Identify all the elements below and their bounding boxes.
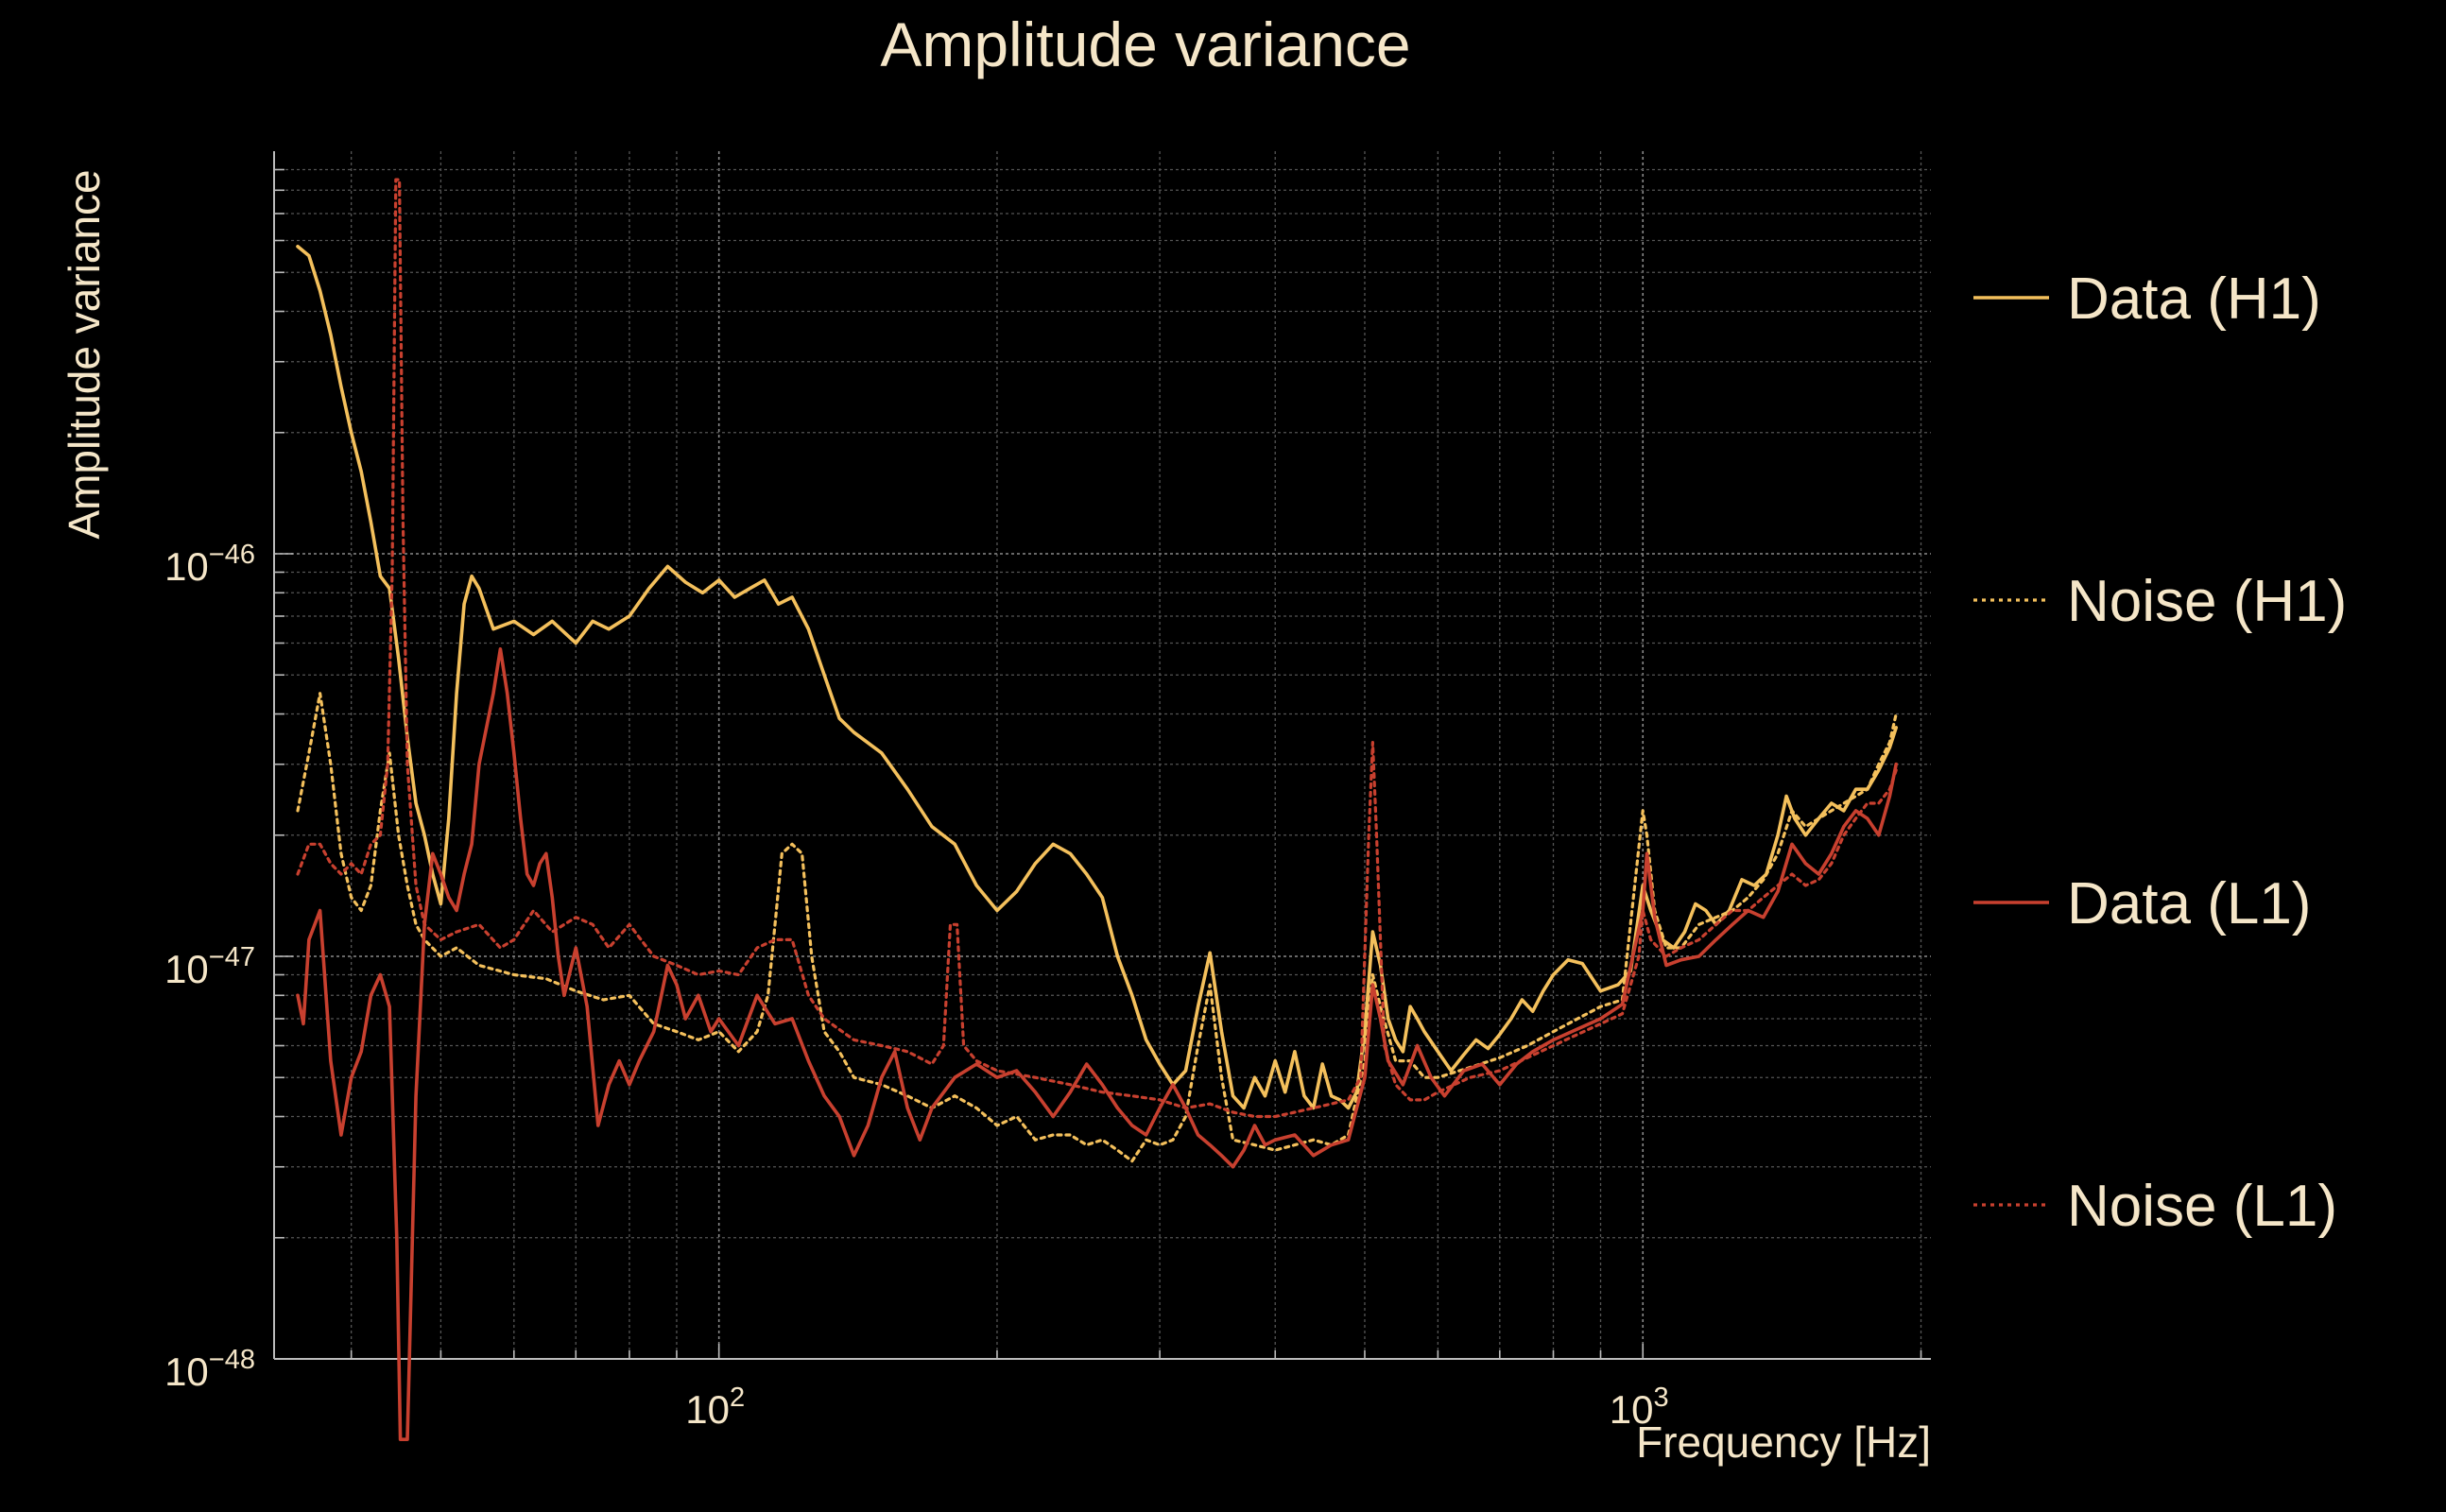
x-tick-label: 103 <box>1610 1383 1669 1432</box>
data-series <box>296 178 1898 1441</box>
axes: 102 103 10−48 10−47 10−46 <box>164 151 1931 1432</box>
legend-label: Data (L1) <box>2067 871 2311 936</box>
series-line-2 <box>296 647 1898 1441</box>
legend-label: Noise (L1) <box>2067 1174 2337 1239</box>
y-tick-label: 10−47 <box>164 942 255 991</box>
legend: Data (H1) Noise (H1) Data (L1) Noise (L1) <box>1973 266 2347 1239</box>
y-tick-label: 10−46 <box>164 540 255 589</box>
series-line-3 <box>296 178 1898 1119</box>
y-axis-label: Amplitude variance <box>60 169 109 539</box>
x-axis-label: Frequency [Hz] <box>1636 1418 1931 1467</box>
x-tick-label: 102 <box>685 1383 745 1432</box>
legend-label: Noise (H1) <box>2067 569 2347 634</box>
y-tick-label: 10−48 <box>164 1345 255 1394</box>
series-line-1 <box>296 692 1898 1163</box>
chart-title: Amplitude variance <box>880 9 1410 79</box>
legend-label: Data (H1) <box>2067 266 2321 332</box>
series-line-0 <box>296 245 1898 1110</box>
